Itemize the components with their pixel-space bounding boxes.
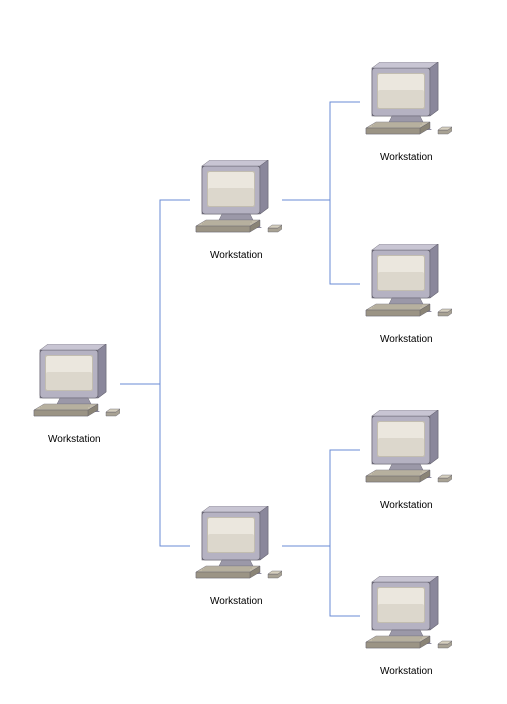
workstation-icon — [360, 244, 452, 324]
workstation-label: Workstation — [380, 666, 433, 677]
edge-line — [282, 546, 360, 616]
workstation-label: Workstation — [380, 500, 433, 511]
edge-line — [282, 200, 360, 284]
edge-line — [282, 450, 360, 546]
workstation-icon — [190, 160, 282, 240]
workstation-label: Workstation — [48, 434, 101, 445]
workstation-icon — [190, 506, 282, 586]
workstation-label: Workstation — [380, 152, 433, 163]
workstation-icon — [28, 344, 120, 424]
workstation-icon — [360, 62, 452, 142]
workstation-icon — [360, 410, 452, 490]
workstation-icon — [360, 576, 452, 656]
workstation-label: Workstation — [380, 334, 433, 345]
workstation-label: Workstation — [210, 250, 263, 261]
edge-line — [120, 200, 190, 384]
diagram-canvas: Workstation Workstation Workstation Work… — [0, 0, 507, 704]
edge-line — [120, 384, 190, 546]
workstation-label: Workstation — [210, 596, 263, 607]
edge-line — [282, 102, 360, 200]
